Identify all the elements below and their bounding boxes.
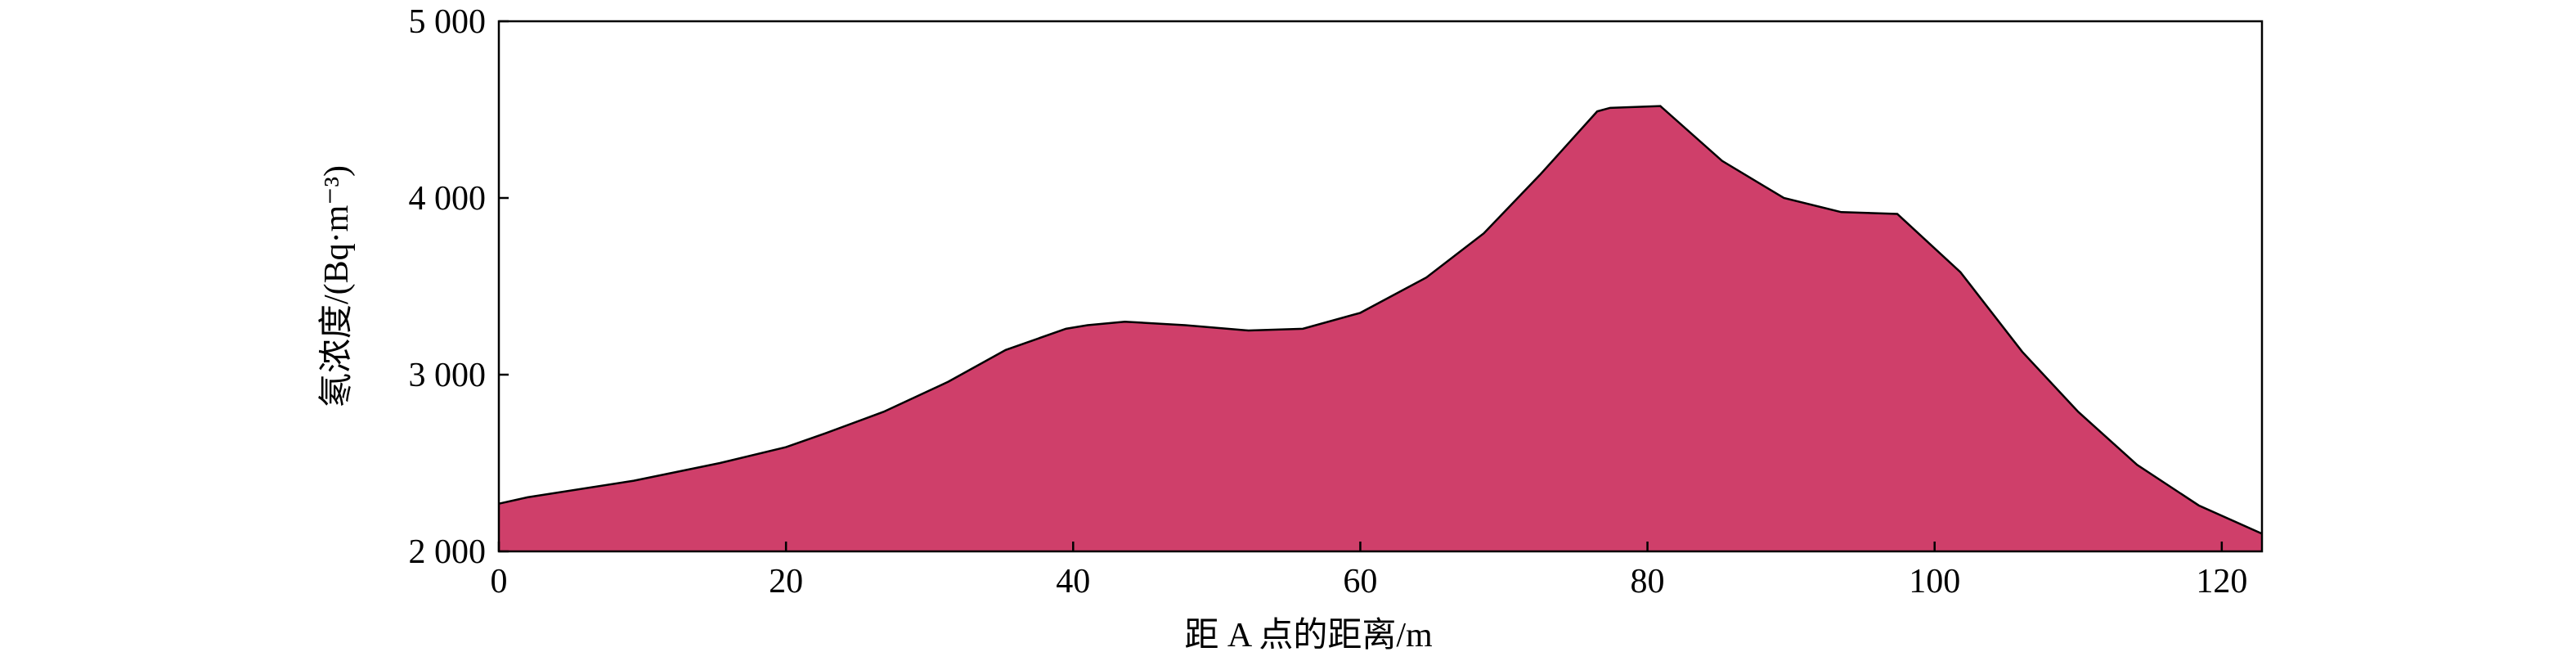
x-tick-label: 0 (491, 563, 508, 600)
x-tick-label: 80 (1631, 563, 1665, 600)
y-tick-label: 4 000 (409, 180, 487, 218)
x-tick-label: 20 (769, 563, 803, 600)
y-tick-label: 5 000 (409, 3, 487, 41)
plot-frame (497, 20, 2264, 553)
x-axis-label: 距 A 点的距离/m (1184, 616, 1433, 654)
y-tick-label: 2 000 (409, 533, 487, 571)
y-axis-label: 氡浓度/(Bq·m⁻³) (317, 165, 356, 407)
x-tick-label: 120 (2196, 563, 2247, 600)
x-tick-label: 60 (1343, 563, 1377, 600)
y-tick-label: 3 000 (409, 357, 487, 394)
x-tick-label: 40 (1056, 563, 1090, 600)
area-line (498, 105, 2263, 535)
area-fill (499, 106, 2262, 551)
x-tick-label: 100 (1909, 563, 1960, 600)
